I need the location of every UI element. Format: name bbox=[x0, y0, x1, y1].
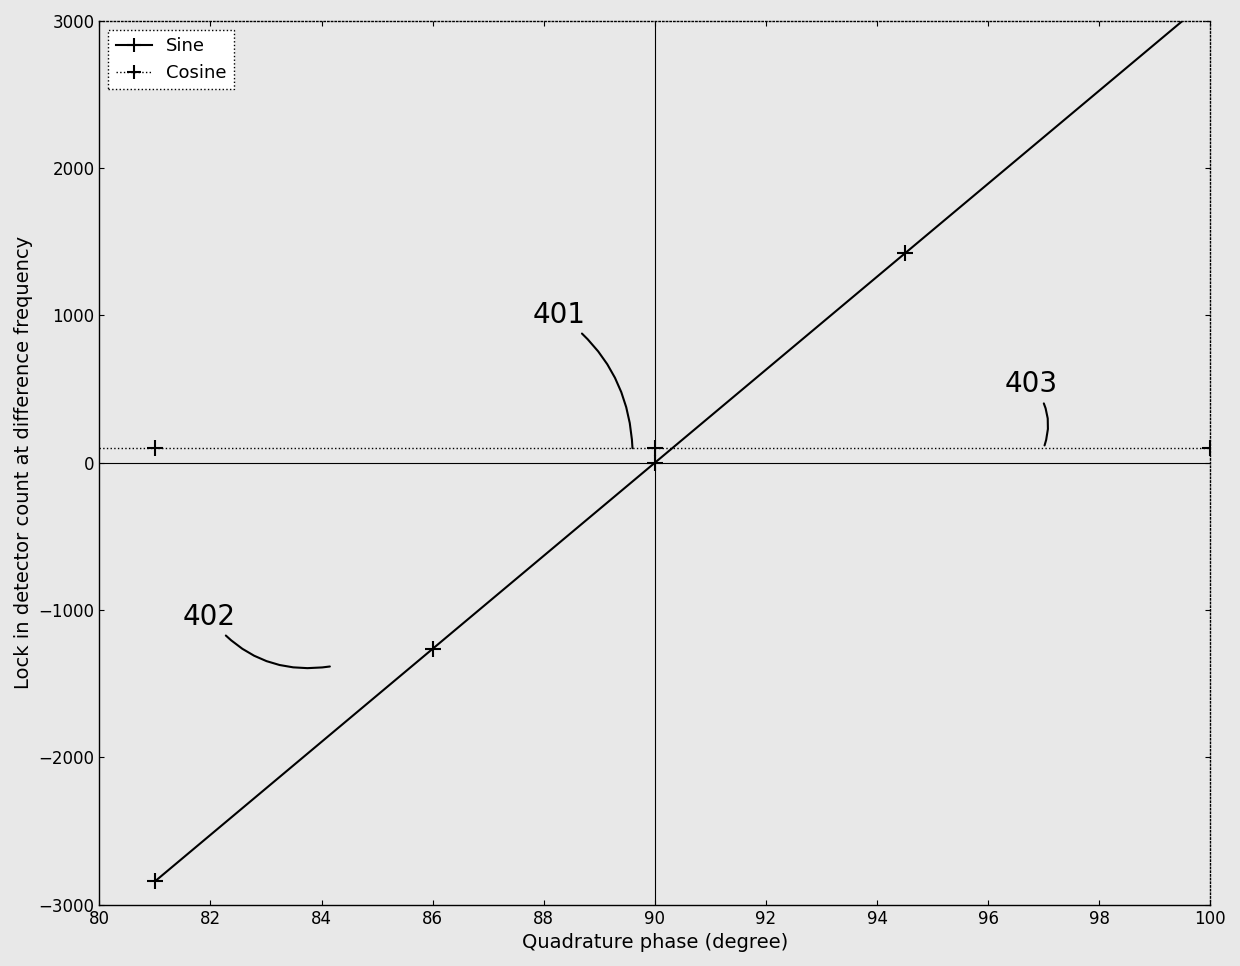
Text: 403: 403 bbox=[1004, 370, 1058, 445]
X-axis label: Quadrature phase (degree): Quadrature phase (degree) bbox=[522, 933, 787, 952]
Y-axis label: Lock in detector count at difference frequency: Lock in detector count at difference fre… bbox=[14, 237, 33, 690]
Legend: Sine, Cosine: Sine, Cosine bbox=[108, 30, 234, 90]
Text: 402: 402 bbox=[182, 603, 330, 668]
Text: 401: 401 bbox=[533, 300, 632, 448]
